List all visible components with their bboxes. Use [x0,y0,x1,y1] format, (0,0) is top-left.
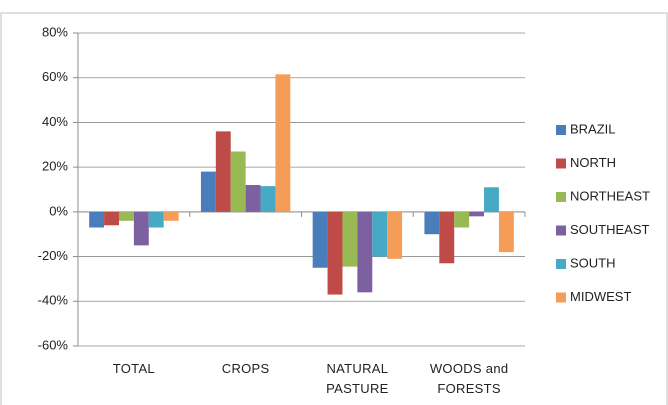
bar [118,211,134,221]
x-tick-label: TOTAL [112,361,155,376]
bar [245,185,261,212]
bar [454,211,470,228]
legend-label: NORTHEAST [570,188,650,203]
x-tick-label: WOODS and FORESTS [429,361,509,396]
bar [200,171,216,212]
bar [312,211,328,268]
bar [439,211,455,264]
bar [260,186,276,212]
bar [275,74,291,212]
legend-label: SOUTH [570,255,616,270]
legend-label: MIDWEST [570,289,631,304]
y-tick-label: -20% [38,248,69,263]
bar [148,211,164,228]
x-tick-label: NATURAL PASTURE [326,361,389,396]
legend-swatch [556,259,566,269]
legend-swatch [556,158,566,169]
y-tick-label: 20% [42,159,68,174]
legend-swatch [556,192,566,202]
bar [498,211,514,253]
y-tick-label: 40% [42,114,68,129]
bar [230,151,246,212]
bar [342,211,358,267]
bar [215,131,231,212]
y-tick-label: -60% [38,337,69,352]
bar [357,211,373,293]
bar [424,211,440,235]
bar [89,211,105,228]
bar [469,211,485,217]
legend-swatch [556,292,566,303]
bar [104,211,119,226]
bar [163,211,179,221]
bar [387,211,403,259]
x-tick-label: CROPS [221,361,270,376]
y-tick-label: 60% [42,69,68,84]
bar [327,211,343,295]
bar [372,211,388,257]
legend-label: BRAZIL [570,121,616,136]
chart-frame [0,12,668,405]
bar [133,211,149,246]
y-tick-label: 0% [49,203,68,218]
legend-swatch [556,125,566,135]
y-tick-label: 80% [42,24,68,39]
bar [484,187,499,212]
legend-label: NORTH [570,155,616,170]
legend-swatch [556,225,566,236]
y-tick-label: -40% [38,293,69,308]
legend-label: SOUTHEAST [570,222,650,237]
